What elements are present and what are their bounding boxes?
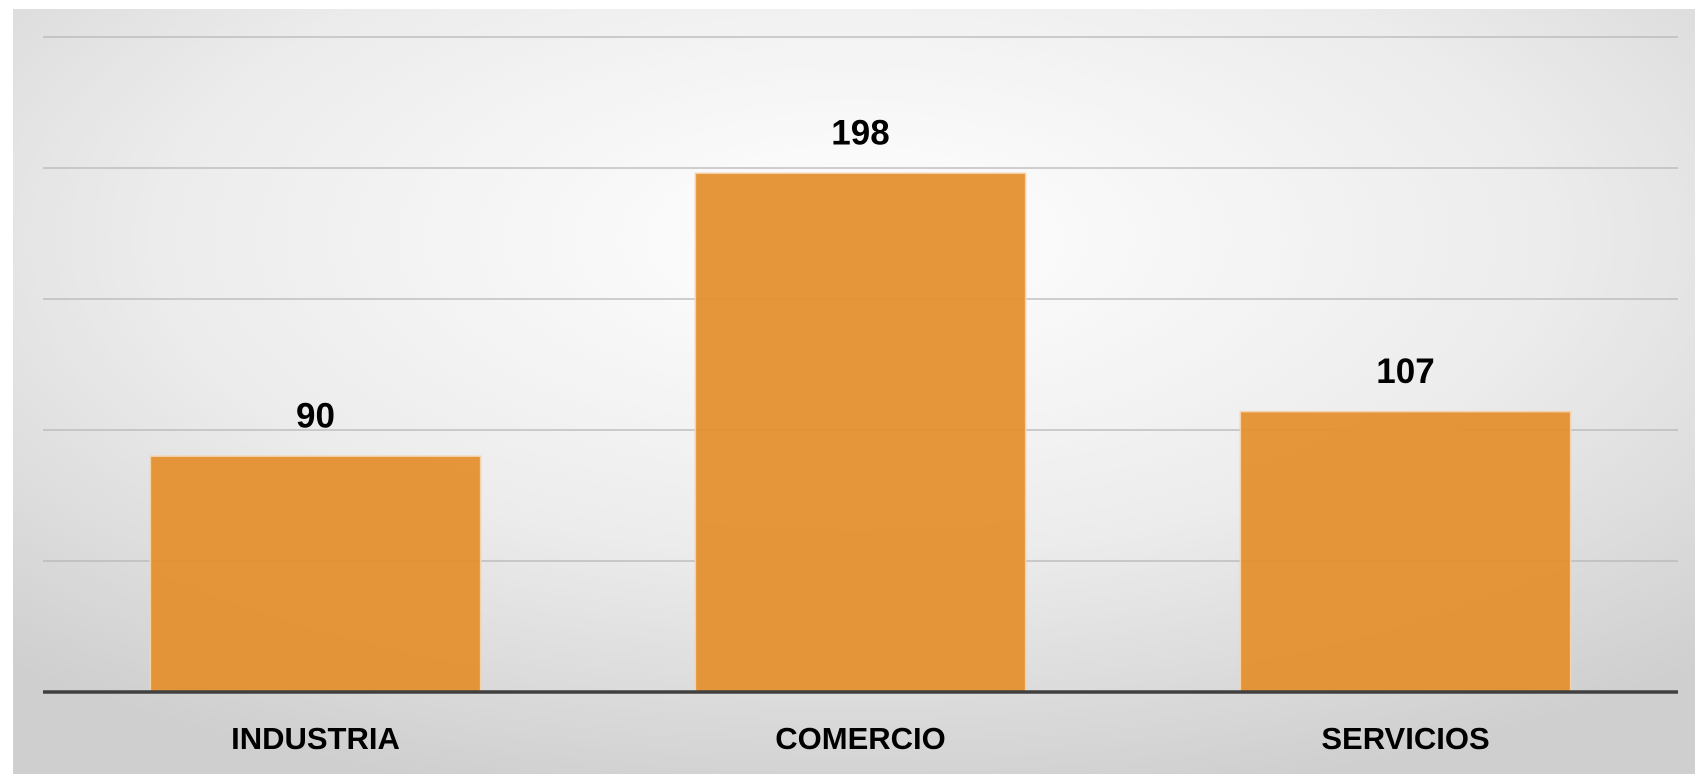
bar [149,455,482,693]
data-label: 107 [1376,352,1434,391]
x-tick-label: SERVICIOS [1321,721,1489,756]
bar [1239,410,1572,693]
x-tick-label: INDUSTRIA [231,721,400,756]
data-label: 198 [831,113,889,152]
data-label: 90 [296,396,335,435]
bar [694,172,1027,693]
x-tick-label: COMERCIO [775,721,946,756]
